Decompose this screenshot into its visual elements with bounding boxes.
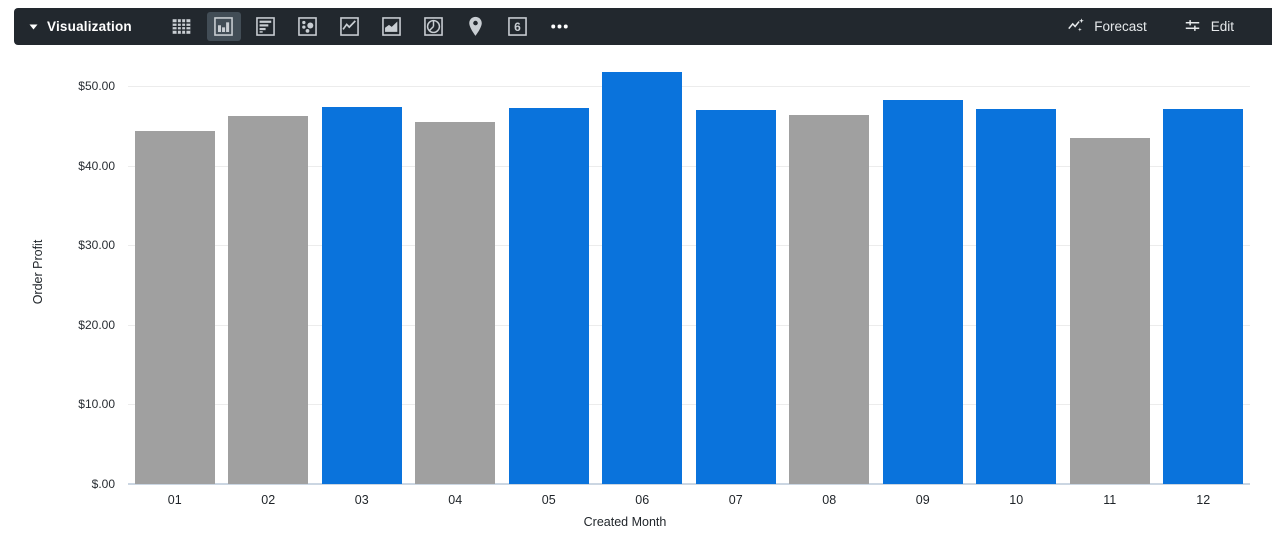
table-icon[interactable] bbox=[165, 12, 199, 41]
edit-button[interactable]: Edit bbox=[1183, 16, 1234, 38]
bar[interactable] bbox=[976, 109, 1057, 484]
bar[interactable] bbox=[1069, 137, 1150, 484]
x-tick-label: 08 bbox=[822, 493, 837, 507]
x-axis-title: Created Month bbox=[583, 515, 667, 529]
x-tick-label: 04 bbox=[448, 493, 463, 507]
bar[interactable] bbox=[789, 114, 870, 484]
line-chart-icon[interactable] bbox=[333, 12, 367, 41]
map-pin-icon[interactable] bbox=[459, 12, 493, 41]
x-tick-label: 07 bbox=[728, 493, 743, 507]
toolbar-right: Forecast Edit bbox=[1066, 16, 1272, 38]
bar[interactable] bbox=[321, 106, 402, 484]
y-tick-label: $10.00 bbox=[78, 397, 115, 412]
gridline bbox=[128, 86, 1250, 87]
x-axis-line bbox=[128, 483, 1250, 485]
bar[interactable] bbox=[1163, 109, 1244, 484]
bar[interactable] bbox=[602, 71, 683, 484]
bar[interactable] bbox=[134, 130, 215, 484]
visualization-dropdown-label: Visualization bbox=[47, 19, 132, 34]
edit-button-label: Edit bbox=[1210, 19, 1234, 34]
scatter-icon[interactable] bbox=[291, 12, 325, 41]
x-tick-label: 09 bbox=[915, 493, 930, 507]
gridline bbox=[128, 404, 1250, 406]
gridline bbox=[128, 324, 1250, 326]
bar[interactable] bbox=[882, 99, 963, 484]
forecast-button-label: Forecast bbox=[1094, 19, 1147, 34]
bar[interactable] bbox=[228, 116, 309, 484]
svg-text:6: 6 bbox=[515, 20, 522, 34]
y-tick-label: $50.00 bbox=[78, 79, 115, 93]
column-chart-icon[interactable] bbox=[206, 12, 241, 41]
edit-icon bbox=[1183, 16, 1202, 38]
pie-chart-icon[interactable] bbox=[417, 12, 451, 41]
x-tick-label: 12 bbox=[1196, 493, 1211, 507]
area-chart-icon[interactable] bbox=[375, 12, 409, 41]
x-tick-label: 10 bbox=[1009, 493, 1024, 507]
bar[interactable] bbox=[508, 108, 589, 484]
x-tick-label: 06 bbox=[635, 493, 650, 507]
caret-down-icon bbox=[29, 24, 38, 29]
forecast-icon bbox=[1066, 16, 1085, 38]
y-tick-label: $20.00 bbox=[78, 317, 115, 332]
x-tick-label: 03 bbox=[354, 493, 369, 507]
x-tick-label: 02 bbox=[261, 493, 276, 507]
gridline bbox=[128, 165, 1250, 167]
y-tick-label: $.00 bbox=[91, 477, 115, 491]
bar[interactable] bbox=[695, 109, 776, 484]
bar[interactable] bbox=[415, 121, 496, 484]
forecast-button[interactable]: Forecast bbox=[1066, 16, 1147, 38]
more-options-icon[interactable] bbox=[543, 12, 577, 41]
y-tick-label: $40.00 bbox=[78, 158, 115, 173]
y-tick-label: $30.00 bbox=[78, 238, 115, 253]
chart-type-switcher: 6 bbox=[165, 12, 577, 41]
x-tick-label: 05 bbox=[541, 493, 556, 507]
visualization-toolbar: Visualization 6 Forecast bbox=[14, 8, 1272, 45]
x-tick-label: 11 bbox=[1103, 493, 1117, 507]
bar-chart-icon[interactable] bbox=[249, 12, 283, 41]
single-value-icon[interactable]: 6 bbox=[501, 12, 535, 41]
gridline bbox=[128, 245, 1250, 247]
x-tick-label: 01 bbox=[167, 493, 182, 507]
visualization-dropdown[interactable]: Visualization bbox=[14, 19, 132, 34]
